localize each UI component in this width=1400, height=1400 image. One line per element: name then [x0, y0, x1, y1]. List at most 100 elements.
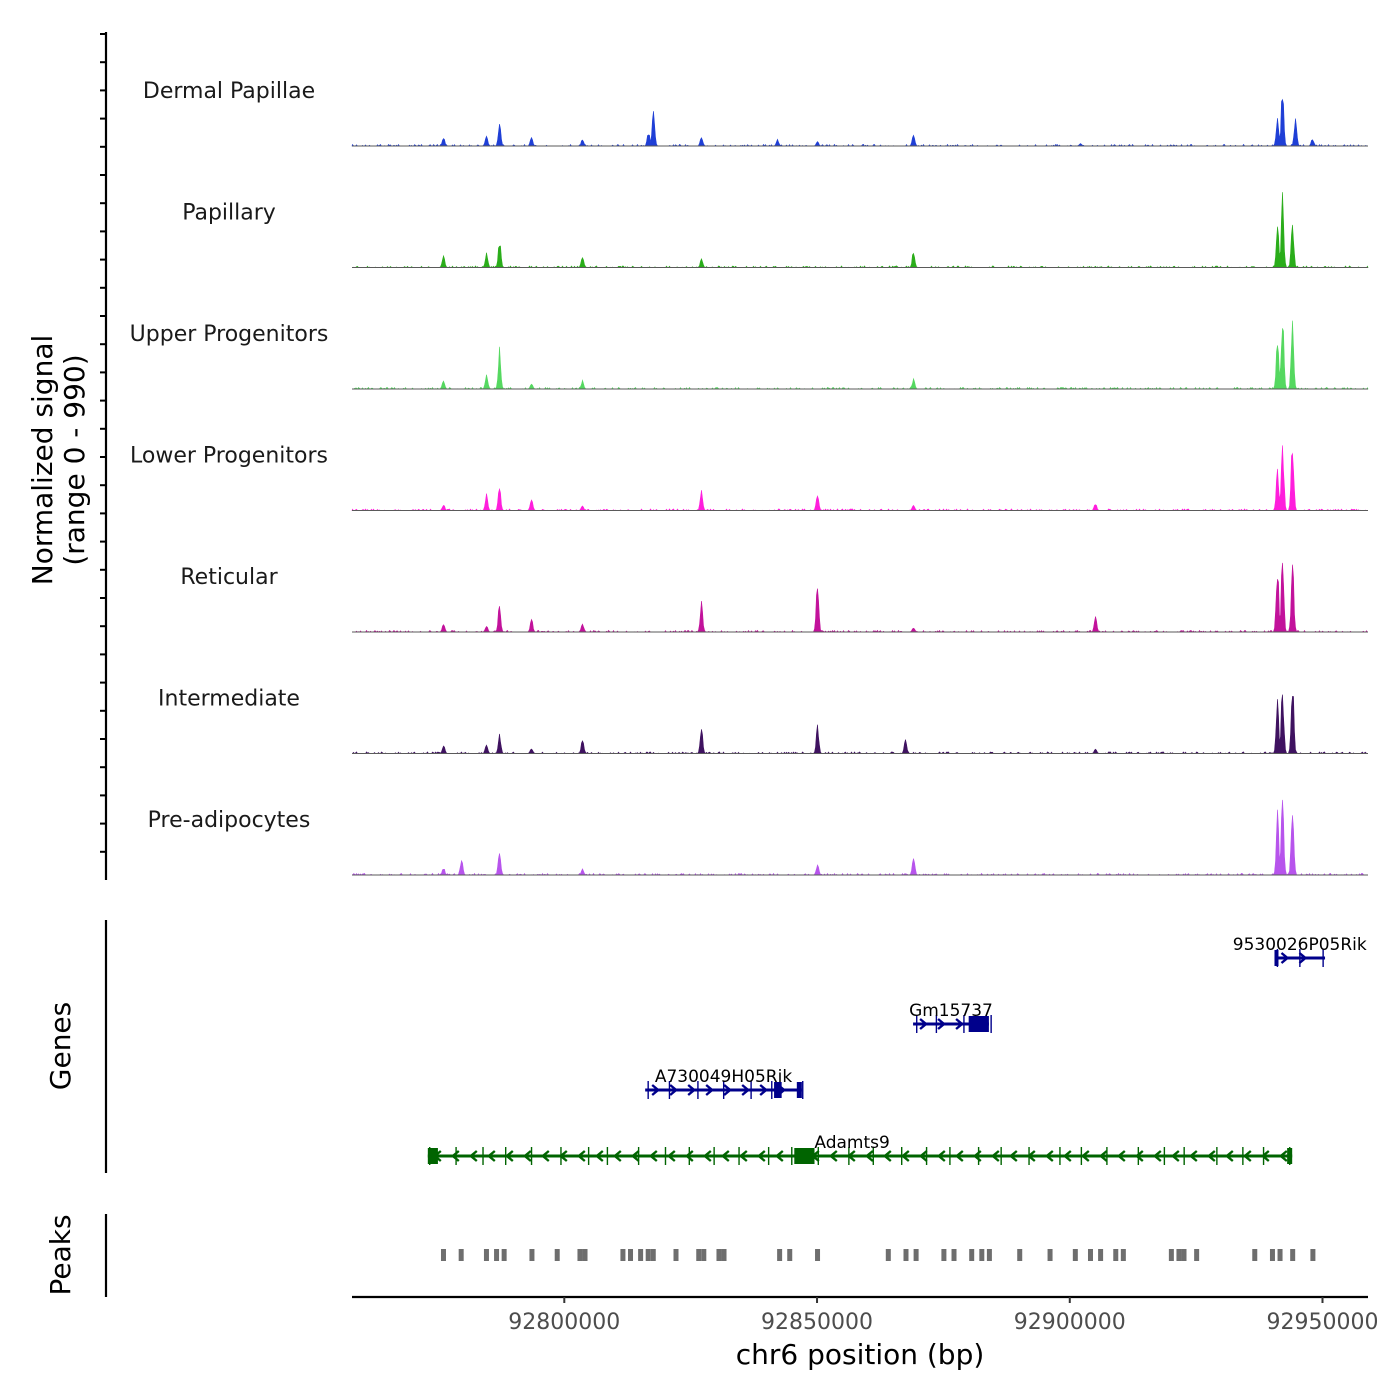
strand-chevron — [1008, 1150, 1018, 1162]
gene-9530026p05rik: 9530026P05Rik — [1233, 935, 1367, 967]
track-reticular: Reticular — [180, 562, 1368, 633]
peak-region — [638, 1249, 644, 1261]
peak-region — [696, 1249, 702, 1261]
strand-chevron — [1242, 1150, 1252, 1162]
gene-label: Adamts9 — [814, 1133, 889, 1153]
peak-region — [1290, 1249, 1296, 1261]
strand-chevron — [648, 1150, 658, 1162]
peak-region — [1113, 1249, 1119, 1261]
peak-region — [501, 1249, 507, 1261]
signal-area — [352, 192, 1369, 269]
peak-region — [458, 1249, 464, 1261]
strand-chevron — [1298, 952, 1308, 964]
exon-block — [1274, 950, 1279, 966]
peak-region — [1017, 1249, 1023, 1261]
x-tick-label: 92800000 — [508, 1310, 620, 1335]
strand-chevron — [1044, 1150, 1054, 1162]
strand-chevron — [1116, 1150, 1126, 1162]
strand-chevron — [1134, 1150, 1144, 1162]
peak-region — [1176, 1249, 1182, 1261]
strand-chevron — [705, 1084, 715, 1096]
strand-chevron — [1280, 952, 1290, 964]
peaks-panel-title: Peaks — [44, 1214, 77, 1295]
peak-region — [1120, 1249, 1126, 1261]
peak-region — [903, 1249, 909, 1261]
gene-label: 9530026P05Rik — [1233, 935, 1367, 955]
strand-chevron — [937, 1018, 946, 1030]
peak-region — [628, 1249, 634, 1261]
peak-region — [1087, 1249, 1093, 1261]
strand-chevron — [522, 1150, 532, 1162]
track-intermediate: Intermediate — [158, 687, 1368, 755]
peak-region — [645, 1249, 651, 1261]
strand-chevron — [723, 1084, 733, 1096]
exon-block — [427, 1148, 438, 1164]
strand-chevron — [1224, 1150, 1234, 1162]
strand-chevron — [1152, 1150, 1162, 1162]
strand-chevron — [756, 1150, 766, 1162]
peak-region — [1277, 1249, 1283, 1261]
strand-chevron — [684, 1150, 694, 1162]
strand-chevron — [468, 1150, 478, 1162]
track-label: Intermediate — [158, 687, 300, 712]
x-tick-label: 92850000 — [761, 1310, 873, 1335]
exon-block — [774, 1082, 782, 1098]
x-tick-label: 92950000 — [1267, 1310, 1379, 1335]
track-label: Papillary — [182, 201, 276, 226]
strand-chevron — [1188, 1150, 1198, 1162]
peak-region — [1072, 1249, 1078, 1261]
track-dermal-papillae: Dermal Papillae — [143, 79, 1368, 147]
peak-regions-panel — [440, 1249, 1316, 1261]
strand-chevron — [864, 1150, 874, 1162]
peak-region — [885, 1249, 891, 1261]
strand-chevron — [669, 1084, 679, 1096]
x-tick-label: 92900000 — [1014, 1310, 1126, 1335]
strand-chevron — [738, 1150, 748, 1162]
strand-chevron — [1206, 1150, 1216, 1162]
strand-chevron — [486, 1150, 496, 1162]
peak-region — [787, 1249, 793, 1261]
strand-chevron — [1062, 1150, 1072, 1162]
peak-region — [529, 1249, 535, 1261]
strand-chevron — [955, 1018, 964, 1030]
strand-chevron — [919, 1018, 928, 1030]
strand-chevron — [918, 1150, 928, 1162]
y-axis-title-line2: (range 0 - 990) — [58, 354, 91, 565]
peak-region — [620, 1249, 626, 1261]
peak-region — [1098, 1249, 1104, 1261]
peak-region — [777, 1249, 783, 1261]
strand-chevron — [741, 1084, 751, 1096]
peak-region — [554, 1249, 560, 1261]
signal-area — [351, 98, 1368, 147]
exon-block — [1287, 1148, 1293, 1164]
peak-region — [483, 1249, 489, 1261]
strand-chevron — [882, 1150, 892, 1162]
y-axis-title-line1: Normalized signal — [26, 335, 59, 586]
gene-a730049h05rik: A730049H05Rik — [645, 1067, 804, 1099]
strand-chevron — [720, 1150, 730, 1162]
track-label: Upper Progenitors — [130, 322, 329, 347]
signal-area — [352, 320, 1369, 390]
peak-region — [701, 1249, 707, 1261]
strand-chevron — [936, 1150, 946, 1162]
peak-region — [1252, 1249, 1258, 1261]
axes: 92800000 92850000 92900000 92950000 — [100, 32, 1378, 1335]
strand-chevron — [702, 1150, 712, 1162]
strand-chevron — [504, 1150, 514, 1162]
strand-chevron — [630, 1150, 640, 1162]
x-axis-title: chr6 position (bp) — [736, 1338, 985, 1371]
strand-chevron — [1260, 1150, 1270, 1162]
gene-adamts9: Adamts9 — [427, 1133, 1293, 1165]
peak-region — [721, 1249, 727, 1261]
strand-chevron — [954, 1150, 964, 1162]
peak-region — [1269, 1249, 1275, 1261]
peak-region — [440, 1249, 446, 1261]
peak-region — [650, 1249, 656, 1261]
gene-gm15737: Gm15737 — [909, 1001, 993, 1033]
peak-region — [1168, 1249, 1174, 1261]
track-label: Dermal Papillae — [143, 79, 315, 104]
signal-area — [352, 562, 1368, 633]
strand-chevron — [1098, 1150, 1108, 1162]
strand-chevron — [900, 1150, 910, 1162]
